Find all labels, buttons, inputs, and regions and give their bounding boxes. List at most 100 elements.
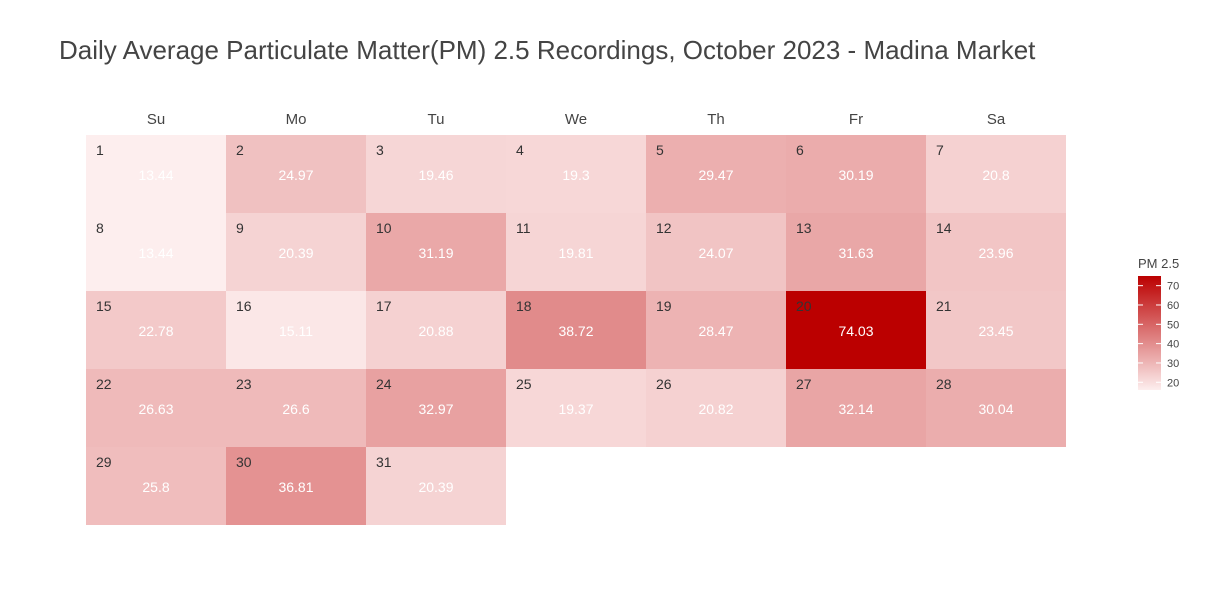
day-cell: 529.47 [646,135,786,213]
day-value-label: 13.44 [138,167,173,183]
day-cell: 14 23.96 [926,213,1066,291]
day-value-label: 31.19 [418,245,453,261]
day-cell-fill [86,369,226,447]
day-cell-fill [506,369,646,447]
day-value-label: 26.63 [138,401,173,417]
day-cell: 720.8 [926,135,1066,213]
day-number-label: 28 [936,376,952,392]
day-cell: 21 23.45 [926,291,1066,369]
day-number-label: 5 [656,142,664,158]
day-number-label: 19 [656,298,672,314]
day-cell-fill [226,135,366,213]
day-number-label: 15 [96,298,112,314]
day-cell-fill [86,213,226,291]
day-number-label: 13 [796,220,812,236]
day-number-label: 4 [516,142,524,158]
day-value-label: 36.81 [278,479,313,495]
day-number-label: 3 [376,142,384,158]
day-value-label: 23.96 [978,245,1013,261]
day-value-label: 23.45 [978,323,1013,339]
weekday-label-su: Su [147,111,165,128]
day-cell-fill [926,135,1066,213]
day-value-label: 38.72 [558,323,593,339]
day-cell: 25 19.37 [506,369,646,447]
weekday-label-tu: Tu [428,111,445,128]
day-cell: 630.19 [786,135,926,213]
weekday-label-sa: Sa [987,111,1006,128]
legend-colorbar [1138,276,1161,390]
color-legend: PM 2.5 70 60 50 40 30 20 [1138,256,1179,390]
day-number-label: 6 [796,142,804,158]
legend-tick-label: 60 [1167,300,1179,312]
day-value-label: 22.78 [138,323,173,339]
day-value-label: 31.63 [838,245,873,261]
day-cell: 15 22.78 [86,291,226,369]
day-cell: 31 20.39 [366,447,506,525]
day-cell: 12 24.07 [646,213,786,291]
day-value-label: 19.81 [558,245,593,261]
day-number-label: 30 [236,454,252,470]
day-cell-fill [86,291,226,369]
day-value-label: 25.8 [142,479,169,495]
day-cell-fill [506,213,646,291]
day-value-label: 30.04 [978,401,1013,417]
day-cell-fill [366,447,506,525]
day-value-label: 32.97 [418,401,453,417]
day-value-label: 24.07 [698,245,733,261]
day-number-label: 11 [516,220,531,236]
chart-title: Daily Average Particulate Matter(PM) 2.5… [59,35,1036,65]
day-number-label: 1 [96,142,104,158]
day-cell: 18 38.72 [506,291,646,369]
day-number-label: 27 [796,376,812,392]
day-number-label: 31 [376,454,392,470]
day-cell-fill [786,369,926,447]
day-cell: 19 28.47 [646,291,786,369]
legend-tick-label: 30 [1167,358,1179,370]
day-number-label: 20 [796,298,812,314]
day-cell-fill [226,447,366,525]
day-cell: 17 20.88 [366,291,506,369]
day-cell: 920.39 [226,213,366,291]
day-cell-fill [646,135,786,213]
day-value-label: 24.97 [278,167,313,183]
day-number-label: 22 [96,376,112,392]
day-value-label: 28.47 [698,323,733,339]
day-cell-fill [226,291,366,369]
day-cell-fill [86,135,226,213]
day-cell-fill [926,291,1066,369]
day-cell: 813.44 [86,213,226,291]
day-cell: 13 31.63 [786,213,926,291]
day-cell: 24 32.97 [366,369,506,447]
day-cell: 10 31.19 [366,213,506,291]
day-cell-fill [786,291,926,369]
day-cell: 113.44 [86,135,226,213]
day-number-label: 26 [656,376,672,392]
day-cell: 16 15.11 [226,291,366,369]
day-number-label: 12 [656,220,672,236]
day-value-label: 19.46 [418,167,453,183]
day-value-label: 15.11 [279,323,313,339]
day-number-label: 18 [516,298,532,314]
day-value-label: 32.14 [838,401,873,417]
day-cell-fill [646,369,786,447]
day-cell: 26 20.82 [646,369,786,447]
day-cell-fill [506,135,646,213]
day-number-label: 21 [936,298,952,314]
day-value-label: 20.82 [698,401,733,417]
day-number-label: 8 [96,220,104,236]
day-cell-fill [646,291,786,369]
day-cell: 27 32.14 [786,369,926,447]
weekday-label-mo: Mo [286,111,307,128]
day-cell-fill [506,291,646,369]
day-cell: 224.97 [226,135,366,213]
day-cell-fill [926,213,1066,291]
day-cell: 419.3 [506,135,646,213]
legend-tick-label: 50 [1167,319,1179,331]
day-cell-fill [646,213,786,291]
day-cell-fill [86,447,226,525]
day-cell-fill [226,213,366,291]
day-value-label: 13.44 [138,245,173,261]
day-cell-fill [226,369,366,447]
weekday-label-fr: Fr [849,111,863,128]
